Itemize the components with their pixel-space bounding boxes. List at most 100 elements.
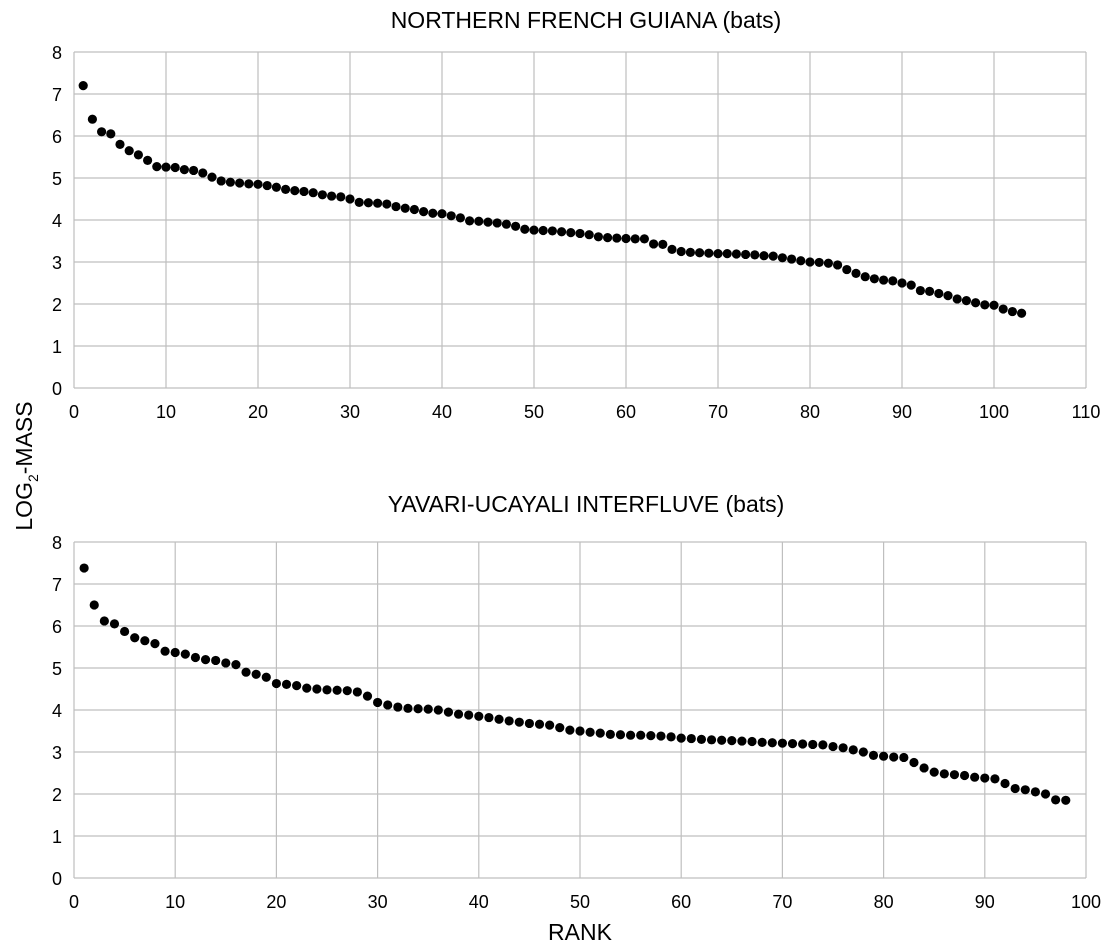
x-tick-label: 90 bbox=[975, 892, 995, 912]
x-tick-label: 80 bbox=[874, 892, 894, 912]
data-point bbox=[925, 286, 935, 296]
y-axis-label-subscript: 2 bbox=[25, 474, 41, 482]
data-point bbox=[419, 207, 429, 217]
data-point bbox=[557, 227, 567, 237]
data-point bbox=[566, 228, 576, 238]
data-point bbox=[1051, 795, 1061, 805]
data-point bbox=[200, 655, 211, 665]
data-point bbox=[630, 234, 640, 244]
data-point bbox=[363, 198, 373, 208]
data-point bbox=[603, 233, 613, 243]
data-point bbox=[494, 714, 504, 724]
data-point bbox=[970, 772, 980, 782]
data-point bbox=[649, 239, 659, 249]
data-point bbox=[179, 165, 189, 175]
x-tick-label: 70 bbox=[708, 402, 728, 422]
data-point bbox=[133, 150, 143, 160]
data-point bbox=[727, 736, 737, 746]
data-point bbox=[851, 268, 861, 278]
y-tick-label: 6 bbox=[52, 127, 62, 147]
data-point bbox=[750, 250, 760, 260]
data-point bbox=[409, 204, 419, 215]
data-point bbox=[1020, 785, 1030, 795]
data-point bbox=[271, 678, 281, 689]
data-point bbox=[253, 179, 263, 189]
data-point bbox=[713, 249, 723, 259]
data-point bbox=[99, 616, 109, 626]
data-point bbox=[221, 658, 231, 668]
x-tick-label: 40 bbox=[432, 402, 452, 422]
data-point bbox=[667, 244, 677, 254]
data-point bbox=[332, 685, 342, 695]
data-point bbox=[741, 249, 751, 260]
data-point bbox=[216, 176, 226, 186]
data-point bbox=[373, 697, 383, 708]
data-point bbox=[1010, 783, 1020, 794]
data-point bbox=[717, 735, 727, 745]
y-tick-label: 4 bbox=[52, 701, 62, 721]
data-point bbox=[281, 679, 292, 689]
data-point bbox=[943, 291, 953, 301]
data-point bbox=[858, 747, 868, 757]
data-point bbox=[170, 162, 180, 173]
chart-title: NORTHERN FRENCH GUIANA (bats) bbox=[391, 7, 782, 33]
data-point bbox=[1061, 795, 1071, 805]
data-point bbox=[433, 705, 443, 715]
data-point bbox=[676, 246, 686, 257]
data-point bbox=[615, 730, 626, 740]
data-point bbox=[524, 718, 535, 729]
data-point bbox=[676, 733, 686, 743]
data-point bbox=[939, 769, 949, 779]
chart-title: YAVARI-UCAYALI INTERFLUVE (bats) bbox=[388, 491, 785, 517]
data-point bbox=[656, 731, 666, 741]
data-point bbox=[868, 750, 879, 760]
x-tick-label: 80 bbox=[800, 402, 820, 422]
data-point bbox=[952, 294, 962, 304]
data-point bbox=[646, 731, 656, 741]
data-point bbox=[180, 649, 190, 659]
data-point bbox=[352, 687, 362, 697]
data-point bbox=[501, 219, 511, 229]
data-point bbox=[308, 188, 318, 198]
data-point bbox=[805, 257, 815, 267]
data-point bbox=[484, 712, 494, 723]
data-point bbox=[140, 636, 150, 646]
data-point bbox=[89, 600, 99, 610]
data-point bbox=[828, 741, 838, 752]
data-point bbox=[244, 179, 254, 189]
y-tick-label: 6 bbox=[52, 617, 62, 637]
data-point bbox=[391, 201, 401, 212]
x-tick-label: 30 bbox=[340, 402, 360, 422]
x-tick-label: 100 bbox=[979, 402, 1009, 422]
data-point bbox=[290, 186, 300, 196]
data-point bbox=[796, 256, 806, 266]
data-point bbox=[510, 221, 521, 231]
data-point bbox=[79, 563, 89, 573]
data-point bbox=[87, 114, 97, 124]
data-point bbox=[251, 669, 261, 679]
y-tick-label: 0 bbox=[52, 869, 62, 889]
data-point bbox=[322, 685, 332, 695]
data-point bbox=[403, 703, 413, 713]
y-tick-label: 8 bbox=[52, 43, 62, 63]
data-point bbox=[696, 734, 707, 745]
data-point bbox=[281, 184, 291, 194]
data-point bbox=[483, 217, 493, 227]
data-point bbox=[998, 304, 1008, 314]
x-tick-label: 20 bbox=[248, 402, 268, 422]
data-point bbox=[585, 727, 595, 737]
y-tick-label: 3 bbox=[52, 253, 62, 273]
data-point bbox=[106, 129, 116, 139]
x-tick-label: 90 bbox=[892, 402, 912, 422]
x-tick-label: 20 bbox=[266, 892, 286, 912]
data-point bbox=[731, 249, 742, 259]
data-point bbox=[636, 730, 646, 740]
data-point bbox=[292, 681, 302, 691]
data-point bbox=[152, 162, 162, 172]
data-point bbox=[465, 216, 475, 226]
data-point bbox=[362, 691, 373, 701]
data-point bbox=[575, 726, 585, 736]
data-point bbox=[342, 686, 352, 696]
